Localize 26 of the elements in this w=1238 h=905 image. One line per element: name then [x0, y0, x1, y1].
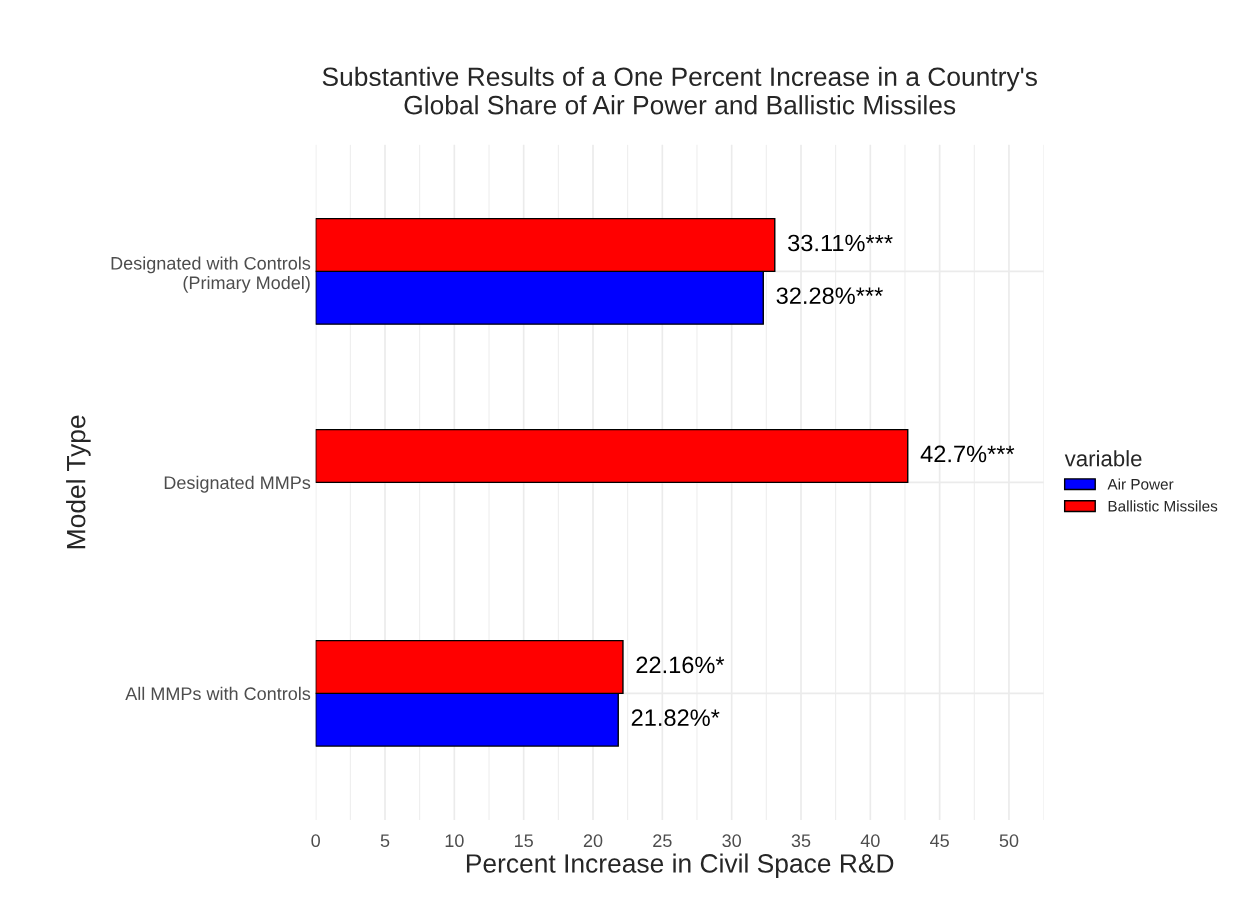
legend-label: Ballistic Missiles: [1108, 500, 1218, 512]
x-axis-title: Percent Increase in Civil Space R&D: [466, 853, 894, 879]
legend-title: variable: [1064, 450, 1142, 467]
y-tick-label: All MMPs with Controls: [125, 686, 311, 701]
x-tick-label: 45: [930, 834, 949, 848]
legend-label: Air Power: [1107, 478, 1174, 490]
data-label: 33.11%***: [788, 234, 893, 252]
y-tick-label: Designated MMPs: [164, 475, 311, 493]
data-label: 32.28%***: [776, 287, 883, 305]
chart-title: Substantive Results of a One Percent Increase in a Country's Global Share of Air Power and Ballistic Missiles: [322, 66, 1037, 115]
y-axis-title: Model Type: [66, 415, 91, 549]
data-label: 22.16%*: [636, 656, 725, 674]
x-tick-label: 5: [380, 834, 390, 848]
x-tick-label: 15: [515, 834, 533, 848]
x-tick-label: 30: [722, 834, 741, 848]
x-tick-label: 20: [583, 834, 603, 848]
x-tick-label: 25: [653, 834, 672, 848]
x-tick-label: 0: [311, 834, 321, 848]
y-tick-label: Designated with Controls (Primary Model): [111, 256, 311, 293]
bar: [315, 428, 909, 484]
x-tick-label: 10: [445, 834, 464, 848]
x-tick-label: 50: [999, 834, 1019, 848]
data-label: 42.7%***: [920, 445, 1015, 463]
data-label: 21.82%*: [631, 709, 720, 727]
x-tick-label: 40: [860, 834, 880, 848]
x-tick-label: 35: [791, 834, 811, 848]
